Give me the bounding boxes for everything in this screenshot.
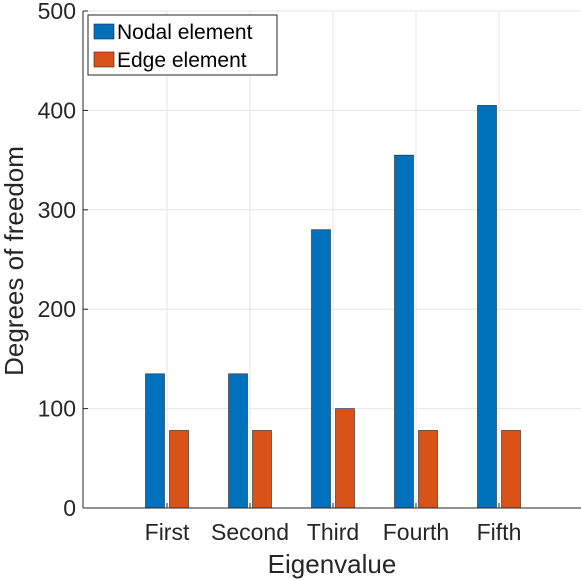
x-tick-label: Second <box>211 519 289 545</box>
legend-label: Edge element <box>117 49 247 72</box>
x-tick-labels: First Second Third Fourth Fifth <box>145 519 522 545</box>
y-axis-title: Degrees of freedom <box>0 146 29 376</box>
y-tick-label: 100 <box>38 396 76 422</box>
y-tick-label: 300 <box>38 197 76 223</box>
y-tick-label: 500 <box>38 0 76 24</box>
x-tick-label: Third <box>307 519 359 545</box>
x-tick-label: Fourth <box>383 519 449 545</box>
x-tick-label: Fifth <box>477 519 522 545</box>
bar-edge-first <box>169 430 189 509</box>
grid <box>83 10 581 509</box>
bar-nodal-second <box>228 373 248 509</box>
bar-nodal-first <box>145 373 165 509</box>
bar-nodal-third <box>311 229 331 509</box>
bar-edge-fourth <box>418 430 438 509</box>
x-tick-label: First <box>145 519 190 545</box>
y-tick-label: 200 <box>38 296 76 322</box>
legend-swatch <box>93 23 115 40</box>
bar-edge-fifth <box>501 430 521 509</box>
bar-edge-third <box>335 408 355 509</box>
legend-box <box>87 14 278 76</box>
y-tick-label: 400 <box>38 97 76 123</box>
axes <box>82 10 581 509</box>
bar-nodal-fifth <box>477 105 497 509</box>
legend: Nodal element Edge element <box>87 14 278 76</box>
legend-label: Nodal element <box>117 21 253 44</box>
legend-swatch <box>93 51 115 68</box>
bar-nodal-fourth <box>394 154 414 509</box>
bar-edge-second <box>252 430 272 509</box>
y-tick-label: 0 <box>63 495 76 521</box>
x-axis-title: Eigenvalue <box>268 549 397 579</box>
y-tick-labels: 0 100 200 300 400 500 <box>38 0 76 521</box>
